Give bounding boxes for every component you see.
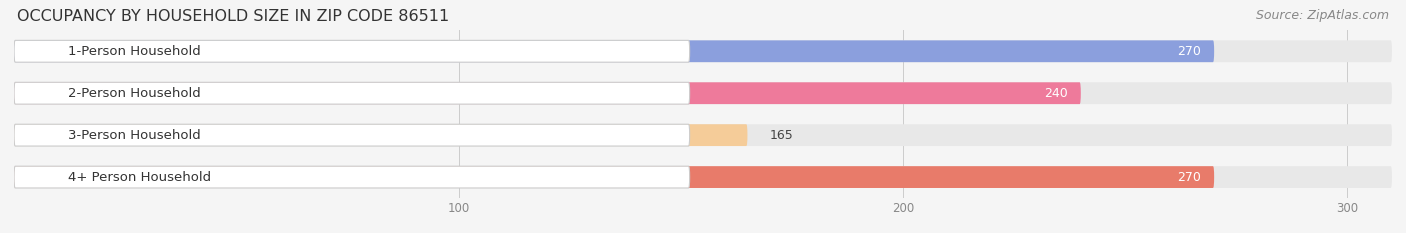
FancyBboxPatch shape xyxy=(14,40,1215,62)
FancyBboxPatch shape xyxy=(14,124,690,146)
FancyBboxPatch shape xyxy=(14,124,748,146)
Text: 270: 270 xyxy=(1177,171,1201,184)
Text: 4+ Person Household: 4+ Person Household xyxy=(67,171,211,184)
FancyBboxPatch shape xyxy=(14,166,1215,188)
Text: 2-Person Household: 2-Person Household xyxy=(67,87,201,100)
FancyBboxPatch shape xyxy=(14,124,1392,146)
FancyBboxPatch shape xyxy=(14,40,1392,62)
FancyBboxPatch shape xyxy=(14,166,1392,188)
Text: 270: 270 xyxy=(1177,45,1201,58)
Text: 1-Person Household: 1-Person Household xyxy=(67,45,201,58)
FancyBboxPatch shape xyxy=(14,82,1392,104)
FancyBboxPatch shape xyxy=(14,82,690,104)
Text: 165: 165 xyxy=(769,129,793,142)
Text: OCCUPANCY BY HOUSEHOLD SIZE IN ZIP CODE 86511: OCCUPANCY BY HOUSEHOLD SIZE IN ZIP CODE … xyxy=(17,9,449,24)
FancyBboxPatch shape xyxy=(14,40,690,62)
Text: 3-Person Household: 3-Person Household xyxy=(67,129,201,142)
FancyBboxPatch shape xyxy=(14,166,690,188)
Text: 240: 240 xyxy=(1043,87,1067,100)
FancyBboxPatch shape xyxy=(14,82,1081,104)
Text: Source: ZipAtlas.com: Source: ZipAtlas.com xyxy=(1256,9,1389,22)
